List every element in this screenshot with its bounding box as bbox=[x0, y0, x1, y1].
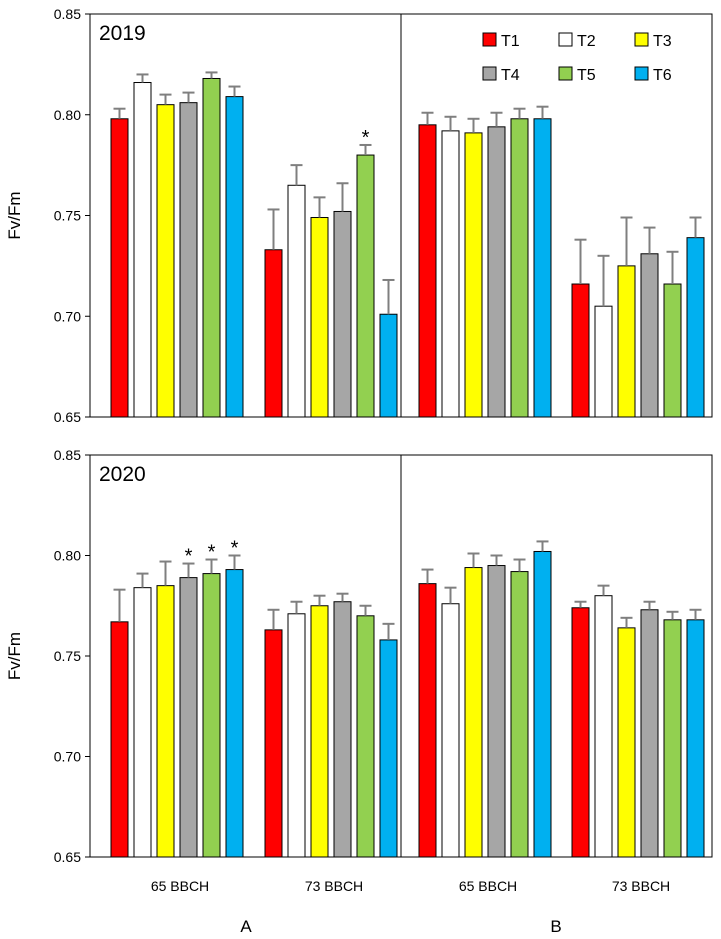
bar-2020-A-0-T4 bbox=[179, 577, 198, 858]
category-label-A-1: 73 BBCH bbox=[305, 878, 363, 894]
legend-label-T5: T5 bbox=[577, 67, 596, 84]
bar-2019-B-0-T4 bbox=[487, 126, 506, 418]
y-tick-label-row-0-4: 0.85 bbox=[54, 6, 81, 22]
bar-2019-A-1-T5 bbox=[356, 154, 375, 418]
bar-2020-A-1-T6 bbox=[379, 639, 398, 858]
bar-2019-A-0-T1 bbox=[110, 118, 129, 418]
y-axis-title-row-1: Fv/Fm bbox=[5, 632, 24, 680]
significance-star-2019-A-1-T5: * bbox=[362, 127, 370, 149]
bar-2020-B-0-T2 bbox=[441, 603, 460, 858]
y-tick-label-row-0-1: 0.70 bbox=[54, 308, 81, 324]
bar-2019-A-0-T6 bbox=[225, 96, 244, 418]
bar-2020-A-0-T2 bbox=[133, 587, 152, 858]
legend-swatch-T2 bbox=[558, 32, 573, 47]
bar-2020-A-1-T1 bbox=[264, 629, 283, 858]
y-tick-label-row-1-3: 0.80 bbox=[54, 548, 81, 564]
bar-2019-B-1-T5 bbox=[663, 283, 682, 418]
significance-star-2020-A-0-T5: * bbox=[208, 542, 216, 564]
legend-swatch-T5 bbox=[558, 66, 573, 81]
panel-label-a: A bbox=[240, 917, 252, 936]
bar-2019-A-1-T4 bbox=[333, 210, 352, 418]
bar-2019-B-1-T3 bbox=[617, 265, 636, 418]
bar-2020-B-1-T4 bbox=[640, 609, 659, 858]
bar-2019-B-1-T1 bbox=[571, 283, 590, 418]
bar-2019-B-0-T3 bbox=[464, 132, 483, 418]
y-tick-label-row-1-2: 0.75 bbox=[54, 648, 81, 664]
y-tick-label-row-1-0: 0.65 bbox=[54, 849, 81, 865]
legend-swatch-T1 bbox=[482, 32, 497, 47]
bar-2019-A-1-T6 bbox=[379, 313, 398, 418]
bar-2019-A-1-T2 bbox=[287, 184, 306, 418]
year-label-row-1: 2020 bbox=[99, 463, 146, 486]
y-tick-label-row-0-2: 0.75 bbox=[54, 208, 81, 224]
significance-star-2020-A-0-T6: * bbox=[231, 538, 239, 560]
bar-2019-B-0-T2 bbox=[441, 130, 460, 418]
y-tick-label-row-0-0: 0.65 bbox=[54, 409, 81, 425]
bar-2019-B-0-T6 bbox=[533, 118, 552, 418]
bar-2019-A-0-T3 bbox=[156, 104, 175, 418]
significance-star-2020-A-0-T4: * bbox=[185, 546, 193, 568]
bar-2019-B-1-T4 bbox=[640, 253, 659, 418]
legend-swatch-T6 bbox=[634, 66, 649, 81]
bar-2020-A-0-T5 bbox=[202, 573, 221, 858]
bar-2020-B-1-T6 bbox=[686, 619, 705, 858]
panel-label-b: B bbox=[550, 917, 561, 936]
legend-label-T1: T1 bbox=[501, 33, 520, 50]
legend-label-T3: T3 bbox=[653, 33, 672, 50]
bar-2020-A-1-T3 bbox=[310, 605, 329, 858]
bar-2019-A-0-T5 bbox=[202, 77, 221, 418]
year-label-row-0: 2019 bbox=[99, 22, 146, 45]
bar-2020-B-0-T4 bbox=[487, 565, 506, 858]
bar-2019-A-0-T2 bbox=[133, 82, 152, 418]
legend-label-T6: T6 bbox=[653, 67, 672, 84]
y-axis-title-row-0: Fv/Fm bbox=[5, 191, 24, 239]
bar-2020-B-1-T5 bbox=[663, 619, 682, 858]
bar-2020-A-1-T5 bbox=[356, 615, 375, 858]
y-tick-label-row-1-4: 0.85 bbox=[54, 447, 81, 463]
bar-2019-B-0-T5 bbox=[510, 118, 529, 418]
bar-2020-A-0-T3 bbox=[156, 585, 175, 858]
legend-swatch-T4 bbox=[482, 66, 497, 81]
bar-2020-B-1-T2 bbox=[594, 595, 613, 858]
bar-2020-B-0-T3 bbox=[464, 567, 483, 858]
bar-2019-B-1-T6 bbox=[686, 237, 705, 418]
bar-2019-B-1-T2 bbox=[594, 305, 613, 418]
category-label-A-0: 65 BBCH bbox=[151, 878, 209, 894]
legend-label-T2: T2 bbox=[577, 33, 596, 50]
bar-2020-B-1-T3 bbox=[617, 627, 636, 858]
bar-2020-A-1-T4 bbox=[333, 601, 352, 858]
bar-2019-A-1-T3 bbox=[310, 217, 329, 418]
bar-2020-A-0-T1 bbox=[110, 621, 129, 858]
y-tick-label-row-0-3: 0.80 bbox=[54, 107, 81, 123]
legend-swatch-T3 bbox=[634, 32, 649, 47]
bar-2019-A-0-T4 bbox=[179, 102, 198, 418]
category-label-B-0: 65 BBCH bbox=[459, 878, 517, 894]
bar-2020-B-0-T5 bbox=[510, 571, 529, 858]
legend-label-T4: T4 bbox=[501, 67, 520, 84]
bar-2020-B-0-T1 bbox=[418, 583, 437, 858]
bar-2019-B-0-T1 bbox=[418, 124, 437, 418]
bar-2020-A-0-T6 bbox=[225, 569, 244, 858]
y-tick-label-row-1-1: 0.70 bbox=[54, 749, 81, 765]
category-label-B-1: 73 BBCH bbox=[612, 878, 670, 894]
bar-2020-B-1-T1 bbox=[571, 607, 590, 858]
bar-2020-A-1-T2 bbox=[287, 613, 306, 858]
bar-2020-B-0-T6 bbox=[533, 550, 552, 858]
bar-2019-A-1-T1 bbox=[264, 249, 283, 418]
